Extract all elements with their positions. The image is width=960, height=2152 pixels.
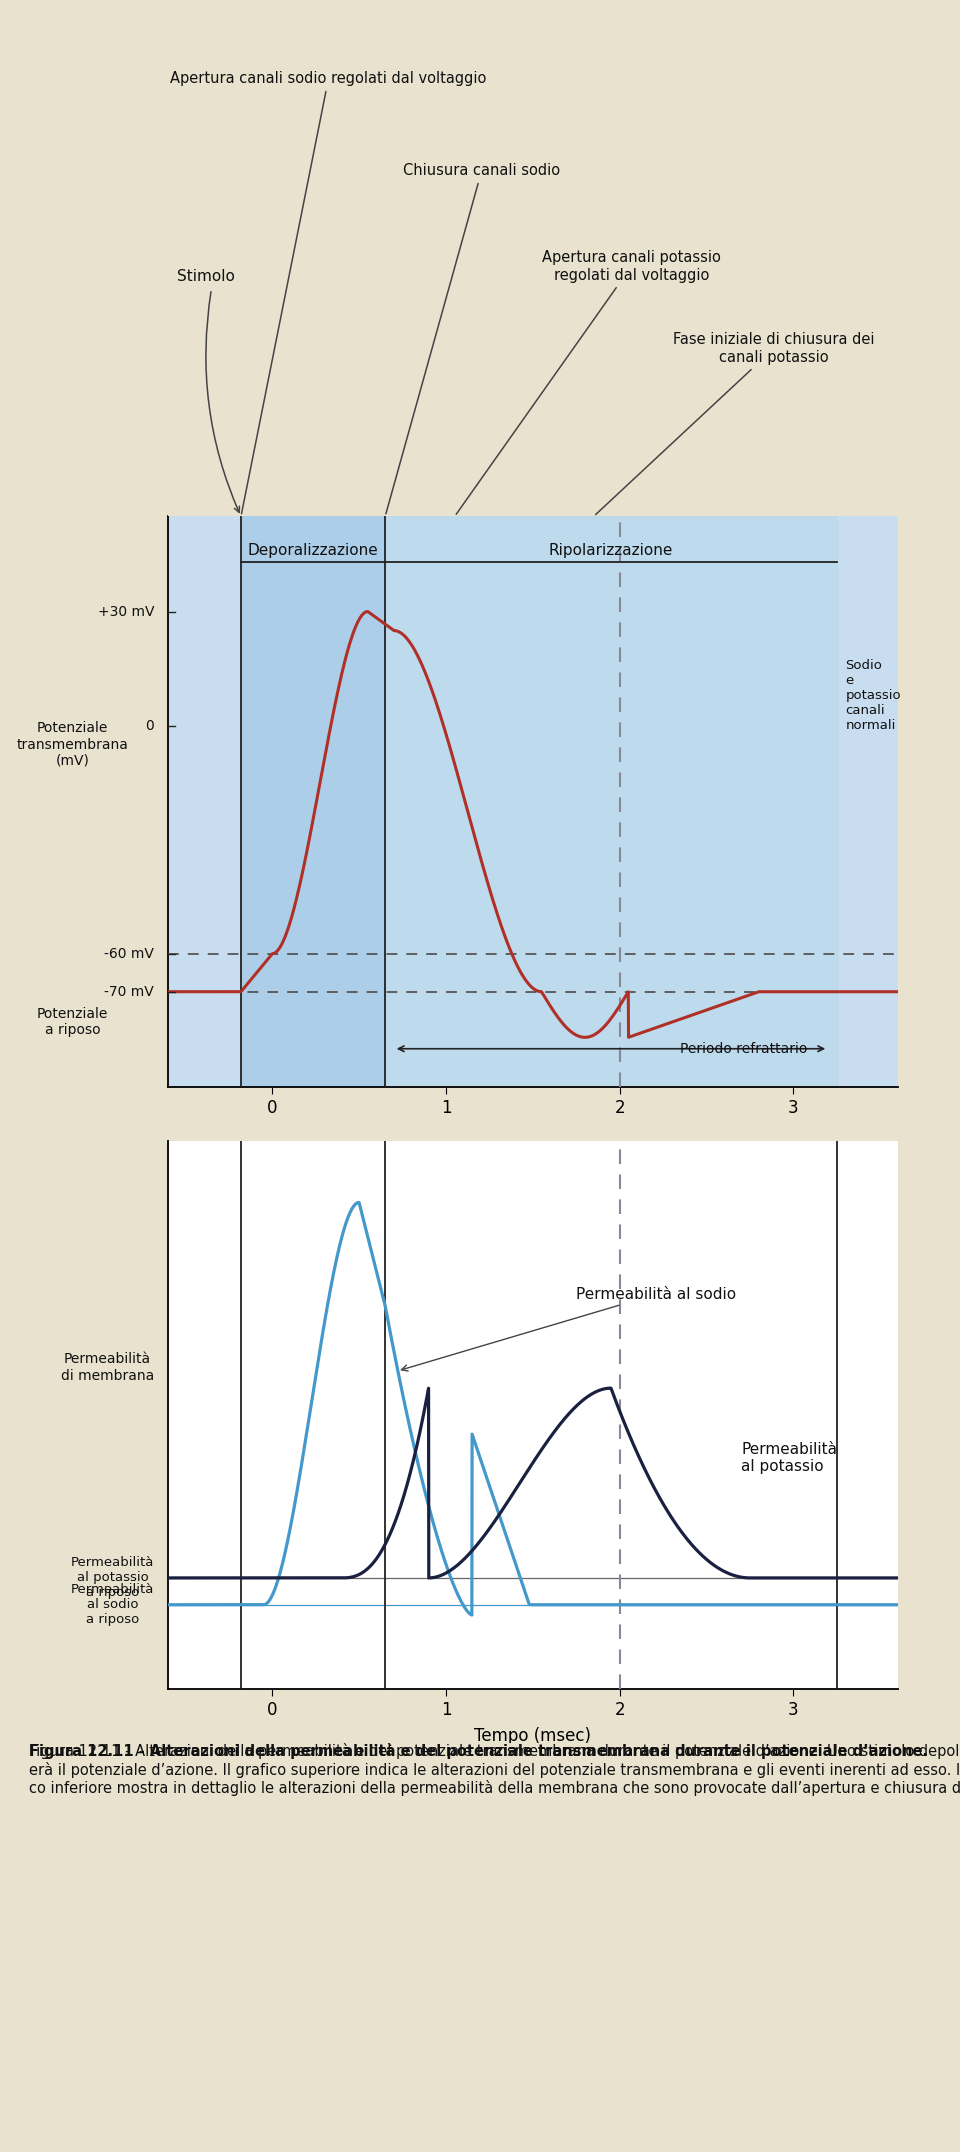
Text: Apertura canali potassio
regolati dal voltaggio: Apertura canali potassio regolati dal vo… [456, 250, 721, 514]
Text: Figura 12.11 - Alterazioni della permeabilità e del potenziale transmembrana dur: Figura 12.11 - Alterazioni della permeab… [29, 1743, 960, 1797]
Text: Apertura canali sodio regolati dal voltaggio: Apertura canali sodio regolati dal volta… [170, 71, 487, 514]
Text: Permeabilità
di membrana: Permeabilità di membrana [60, 1351, 155, 1382]
Text: Permeabilità
al potassio
a riposo: Permeabilità al potassio a riposo [71, 1556, 155, 1599]
Text: Potenziale
a riposo: Potenziale a riposo [36, 1007, 108, 1037]
Text: 0: 0 [145, 719, 155, 732]
Text: Fase iniziale di chiusura dei
canali potassio: Fase iniziale di chiusura dei canali pot… [595, 334, 875, 514]
Text: Stimolo: Stimolo [178, 269, 235, 284]
Text: Permeabilità
al potassio: Permeabilità al potassio [741, 1442, 837, 1474]
Text: Permeabilità al sodio: Permeabilità al sodio [401, 1287, 736, 1371]
Text: +30 mV: +30 mV [98, 605, 155, 618]
Text: Deporalizzazione: Deporalizzazione [248, 542, 378, 557]
Bar [385, 516, 837, 1087]
Text: Permeabilità
al sodio
a riposo: Permeabilità al sodio a riposo [71, 1584, 155, 1627]
Text: Ripolarizzazione: Ripolarizzazione [549, 542, 673, 557]
Text: -60 mV: -60 mV [105, 947, 155, 960]
Text: Figura 12.11 - Alterazioni della permeabilità e del potenziale transmembrana dur: Figura 12.11 - Alterazioni della permeab… [29, 1743, 928, 1758]
Text: Potenziale
transmembrana
(mV): Potenziale transmembrana (mV) [16, 721, 129, 768]
Text: Sodio
e
potassio
canali
normali: Sodio e potassio canali normali [846, 659, 901, 732]
Bar [241, 516, 385, 1087]
Text: Chiusura canali sodio: Chiusura canali sodio [386, 164, 561, 514]
Text: -70 mV: -70 mV [105, 986, 155, 999]
Text: Periodo refrattario: Periodo refrattario [681, 1042, 807, 1057]
X-axis label: Tempo (msec): Tempo (msec) [474, 1728, 591, 1745]
